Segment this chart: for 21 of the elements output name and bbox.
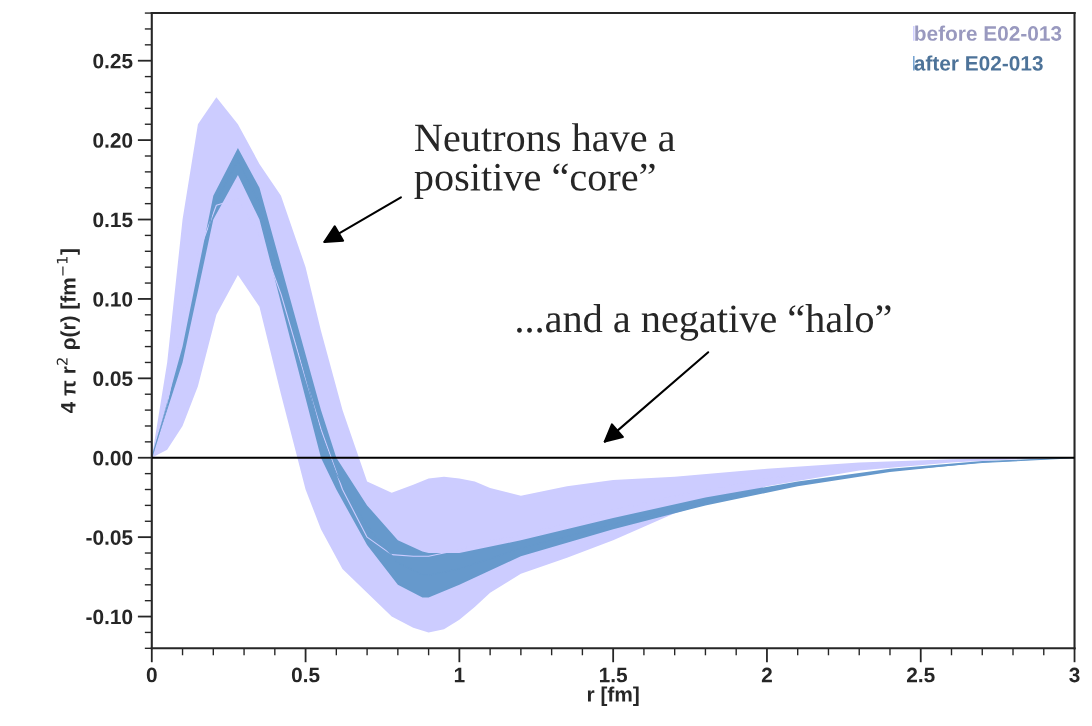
x-tick-label: 0 bbox=[146, 667, 157, 683]
x-tick-label: 1.5 bbox=[599, 667, 628, 683]
x-tick-label: 2.5 bbox=[906, 667, 935, 683]
x-axis-title: r [fm] bbox=[587, 686, 639, 706]
annotation: Neutrons have a positive “core” bbox=[414, 123, 675, 200]
x-tick-label: 1 bbox=[454, 667, 465, 683]
y-tick-label: 0.20 bbox=[93, 133, 133, 148]
y-tick-label: -0.10 bbox=[86, 609, 133, 625]
y-tick-label: 0.10 bbox=[93, 291, 133, 307]
y-tick-label: 0.15 bbox=[93, 212, 133, 228]
y-axis-title: 4 π r$^{2}$ ρ(r) [fm$^{−1}$] bbox=[56, 249, 80, 414]
y-tick-label: 0.25 bbox=[93, 53, 133, 69]
y-tick-label: 0.00 bbox=[93, 450, 133, 466]
annotation: ...and a negative “halo” bbox=[517, 304, 891, 341]
x-tick-label: 2 bbox=[761, 667, 772, 683]
y-tick-label: -0.05 bbox=[86, 530, 133, 545]
legend-label: after E02-013 bbox=[914, 55, 1043, 71]
legend-label: before E02-013 bbox=[915, 25, 1062, 41]
y-tick-label: 0.05 bbox=[93, 371, 133, 387]
x-tick-label: 0.5 bbox=[291, 667, 320, 683]
x-tick-label: 3 bbox=[1069, 667, 1080, 683]
